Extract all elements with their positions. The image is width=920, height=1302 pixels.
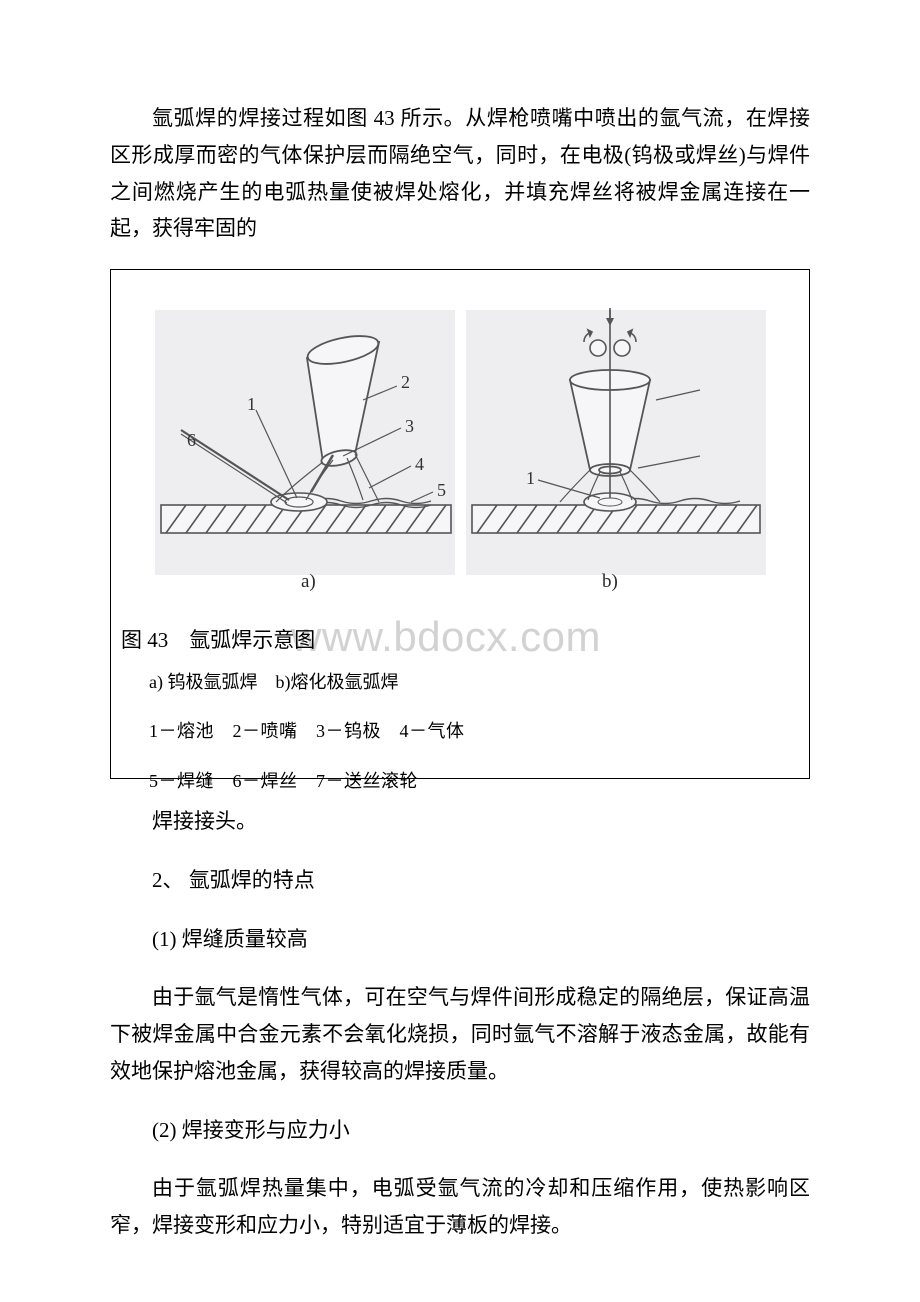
svg-text:5: 5 — [437, 480, 446, 500]
figure-subtitle: a) 钨极氩弧焊 b)熔化极氩弧焊 — [149, 667, 799, 699]
para-section-2: 2、 氩弧焊的特点 — [110, 862, 810, 899]
svg-text:3: 3 — [405, 416, 414, 436]
figure-legend-1: 1－熔池 2－喷嘴 3－钨极 4－气体 — [149, 716, 799, 748]
intro-paragraph: 氩弧焊的焊接过程如图 43 所示。从焊枪喷嘴中喷出的氩气流，在焊接区形成厚而密的… — [110, 100, 810, 247]
para-point-2-body: 由于氩弧焊热量集中，电弧受氩气流的冷却和压缩作用，使热影响区窄，焊接变形和应力小… — [110, 1170, 810, 1244]
figure-title: 图 43 氩弧焊示意图 — [121, 622, 799, 659]
diagram-a-label: a) — [301, 565, 316, 598]
diagram-b-label: b) — [602, 565, 618, 598]
diagram-area: 1 2 3 4 5 6 a) — [111, 270, 809, 610]
svg-text:1: 1 — [247, 394, 256, 414]
svg-text:6: 6 — [187, 430, 196, 450]
svg-text:1: 1 — [526, 468, 535, 488]
para-point-1-body: 由于氩气是惰性气体，可在空气与焊件间形成稳定的隔绝层，保证高温下被焊金属中合金元… — [110, 979, 810, 1089]
diagram-a: 1 2 3 4 5 6 a) — [111, 270, 460, 610]
diagram-b: 1 b) — [460, 270, 809, 610]
svg-text:2: 2 — [401, 372, 410, 392]
figure-43: 1 2 3 4 5 6 a) — [110, 269, 810, 779]
diagram-b-svg: 1 — [460, 270, 810, 590]
svg-text:4: 4 — [415, 454, 424, 474]
para-point-1: (1) 焊缝质量较高 — [110, 921, 810, 958]
figure-caption: 图 43 氩弧焊示意图 a) 钨极氩弧焊 b)熔化极氩弧焊 1－熔池 2－喷嘴 … — [111, 610, 809, 825]
para-point-2: (2) 焊接变形与应力小 — [110, 1112, 810, 1149]
figure-legend-2: 5－焊缝 6－焊丝 7－送丝滚轮 — [149, 766, 799, 798]
diagram-a-svg: 1 2 3 4 5 6 — [111, 270, 461, 590]
